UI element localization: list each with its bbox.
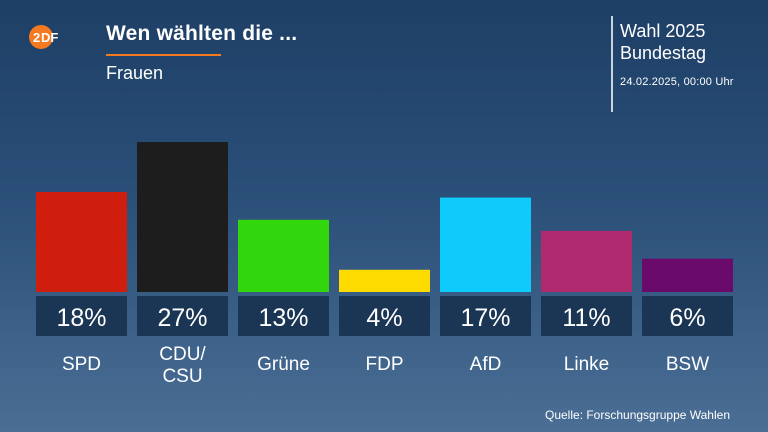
category-label-linke: Linke xyxy=(564,354,609,375)
bar-linke xyxy=(541,230,632,292)
election-date: 24.02.2025, 00:00 Uhr xyxy=(620,76,734,88)
election-name: Wahl 2025 xyxy=(620,21,706,41)
category-label-bsw: BSW xyxy=(666,354,709,375)
bar-fdp xyxy=(339,269,430,292)
value-box-bsw xyxy=(642,296,733,336)
value-box-fdp xyxy=(339,296,430,336)
value-box-linke xyxy=(541,296,632,336)
bar-afd xyxy=(440,197,531,292)
title-underline xyxy=(106,54,221,56)
election-type: Bundestag xyxy=(620,43,707,63)
bar-grüne xyxy=(238,219,329,292)
value-label-grüne: 13% xyxy=(258,304,308,332)
category-label-spd: SPD xyxy=(62,354,101,375)
source-note: Quelle: Forschungsgruppe Wahlen xyxy=(545,408,730,422)
election-info: Wahl 2025 Bundestag 24.02.2025, 00:00 Uh… xyxy=(620,20,734,88)
zdf-logo: 2 DF xyxy=(29,25,58,49)
bar-bsw xyxy=(642,258,733,292)
value-label-afd: 17% xyxy=(460,304,510,332)
value-box-spd xyxy=(36,296,127,336)
value-label-spd: 18% xyxy=(56,304,106,332)
value-label-fdp: 4% xyxy=(366,304,402,332)
zdf-logo-text-df: DF xyxy=(41,30,58,45)
value-box-grüne xyxy=(238,296,329,336)
value-label-bsw: 6% xyxy=(669,304,705,332)
value-box-afd xyxy=(440,296,531,336)
value-label-linke: 11% xyxy=(562,304,610,332)
chart-title: Wen wählten die ... xyxy=(106,22,298,45)
category-label-afd: AfD xyxy=(470,354,502,375)
header-divider xyxy=(611,16,613,112)
chart-subtitle: Frauen xyxy=(106,63,164,83)
category-label-fdp: FDP xyxy=(366,354,404,375)
value-label-cducsu: 27% xyxy=(157,304,207,332)
zdf-logo-text-z: 2 xyxy=(33,30,40,45)
bar-cducsu xyxy=(137,142,228,292)
category-label-cducsu: CDU/CSU xyxy=(159,344,206,387)
value-box-cducsu xyxy=(137,296,228,336)
bar-spd xyxy=(36,192,127,292)
category-label-grüne: Grüne xyxy=(257,354,310,375)
